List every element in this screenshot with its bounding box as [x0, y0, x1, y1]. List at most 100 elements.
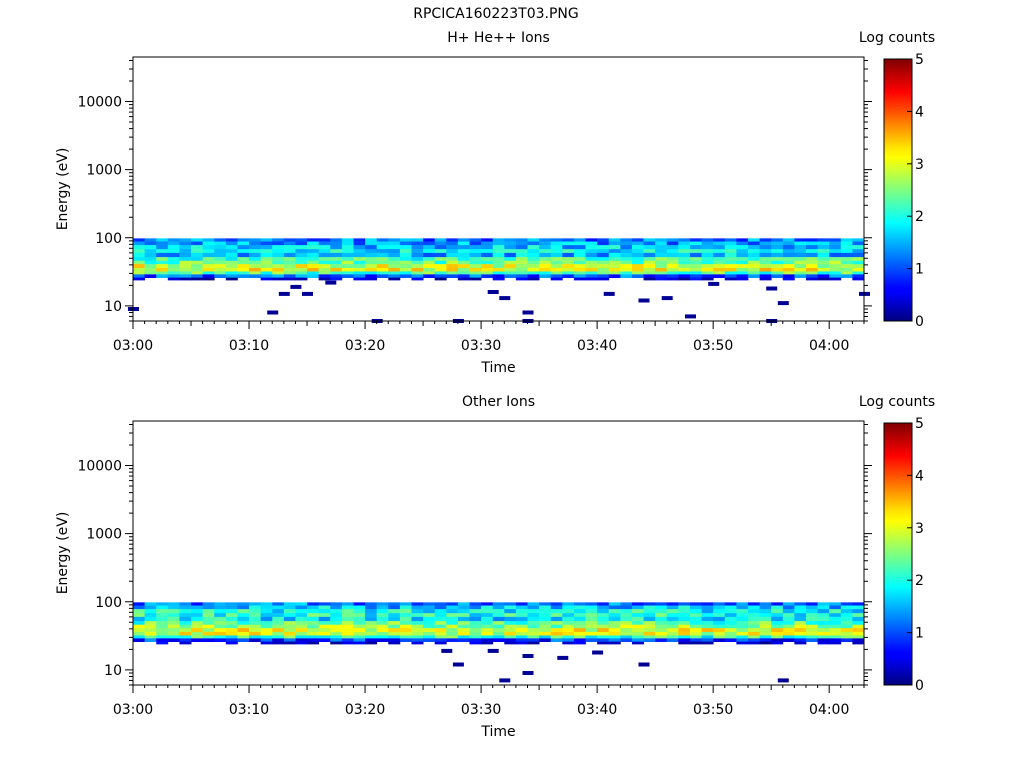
heatmap-cell: [423, 241, 436, 246]
heatmap-cell: [840, 605, 853, 610]
heatmap-cell: [133, 274, 145, 279]
heatmap-cell: [608, 609, 621, 614]
heatmap-cell: [527, 271, 540, 275]
heatmap-cell: [539, 257, 552, 262]
heatmap-cell: [434, 638, 447, 643]
heatmap-cell: [747, 609, 760, 614]
heatmap-cell: [457, 257, 470, 262]
heatmap-cell: [457, 602, 470, 606]
heatmap-cell: [782, 264, 795, 269]
heatmap-cell: [515, 257, 528, 262]
heatmap-cell: [794, 267, 807, 272]
heatmap-cell: [852, 609, 865, 614]
heatmap-cell: [620, 260, 633, 265]
heatmap-cell: [689, 641, 702, 645]
heatmap-cell: [225, 628, 238, 633]
sparse-count-mark: [522, 654, 534, 658]
heatmap-cell: [631, 274, 644, 279]
heatmap-cell: [144, 238, 157, 242]
heatmap-cell: [771, 271, 784, 275]
heatmap-cell: [446, 241, 459, 246]
heatmap-cell: [144, 635, 157, 639]
colorbar-tick-label: 3: [915, 521, 924, 537]
heatmap-cell: [144, 271, 157, 275]
heatmap-cell: [144, 245, 157, 250]
heatmap-cell: [283, 621, 296, 626]
heatmap-cell: [608, 641, 621, 645]
heatmap-cell: [434, 271, 447, 275]
heatmap-cell: [527, 628, 540, 633]
heatmap-cell: [689, 238, 702, 242]
heatmap-cell: [179, 631, 192, 636]
heatmap-cell: [341, 624, 354, 629]
heatmap-cell: [411, 621, 424, 626]
heatmap-cell: [469, 621, 482, 626]
heatmap-cell: [481, 605, 494, 610]
heatmap-cell: [515, 238, 528, 242]
heatmap-cell: [260, 638, 273, 643]
heatmap-cell: [666, 605, 679, 610]
heatmap-cell: [515, 267, 528, 272]
heatmap-cell: [388, 274, 401, 279]
heatmap-cell: [562, 616, 575, 622]
heatmap-cell: [457, 621, 470, 626]
heatmap-cell: [817, 638, 830, 643]
heatmap-cell: [225, 602, 238, 606]
heatmap-cell: [411, 241, 424, 246]
heatmap-cell: [214, 602, 227, 606]
heatmap-cell: [434, 260, 447, 265]
heatmap-cell: [747, 602, 760, 606]
heatmap-cell: [829, 602, 842, 606]
heatmap-cell: [191, 245, 204, 250]
heatmap-cell: [817, 641, 830, 645]
heatmap-cell: [527, 277, 540, 281]
heatmap-cell: [585, 631, 598, 636]
heatmap-cell: [307, 613, 320, 618]
heatmap-cell: [724, 613, 737, 618]
heatmap-cell: [399, 613, 412, 618]
heatmap-cell: [666, 277, 679, 281]
sparse-count-mark: [499, 296, 511, 301]
sparse-count-mark: [777, 301, 789, 306]
heatmap-cell: [573, 252, 586, 258]
heatmap-cell: [573, 641, 586, 645]
heatmap-cell: [411, 616, 424, 622]
heatmap-cell: [573, 605, 586, 610]
heatmap-cell: [817, 260, 830, 265]
heatmap-cell: [469, 641, 482, 645]
heatmap-cell: [260, 613, 273, 618]
heatmap-cell: [597, 277, 610, 281]
heatmap-cell: [399, 624, 412, 629]
heatmap-cell: [678, 638, 691, 643]
heatmap-cell: [237, 257, 250, 262]
heatmap-cell: [678, 241, 691, 246]
heatmap-cell: [539, 616, 552, 622]
heatmap-cell: [736, 267, 749, 272]
heatmap-cell: [423, 605, 436, 610]
heatmap-cell: [515, 616, 528, 622]
heatmap-cell: [434, 613, 447, 618]
heatmap-cell: [492, 605, 505, 610]
heatmap-cell: [388, 621, 401, 626]
heatmap-cell: [655, 621, 668, 626]
sparse-count-mark: [522, 310, 534, 315]
heatmap-cell: [469, 638, 482, 643]
heatmap-cell: [318, 638, 331, 643]
heatmap-cell: [492, 277, 505, 281]
heatmap-cell: [585, 638, 598, 643]
heatmap-cell: [446, 238, 459, 242]
heatmap-cell: [643, 241, 656, 246]
heatmap-cell: [399, 238, 412, 242]
heatmap-cell: [759, 241, 772, 246]
heatmap-cell: [167, 621, 180, 626]
heatmap-cell: [388, 616, 401, 622]
heatmap-cell: [829, 252, 842, 258]
heatmap-cell: [689, 609, 702, 614]
heatmap-cell: [144, 621, 157, 626]
heatmap-cell: [202, 628, 215, 633]
heatmap-cell: [330, 628, 343, 633]
heatmap-cell: [736, 616, 749, 622]
heatmap-cell: [829, 621, 842, 626]
heatmap-cell: [771, 631, 784, 636]
heatmap-cell: [550, 257, 563, 262]
